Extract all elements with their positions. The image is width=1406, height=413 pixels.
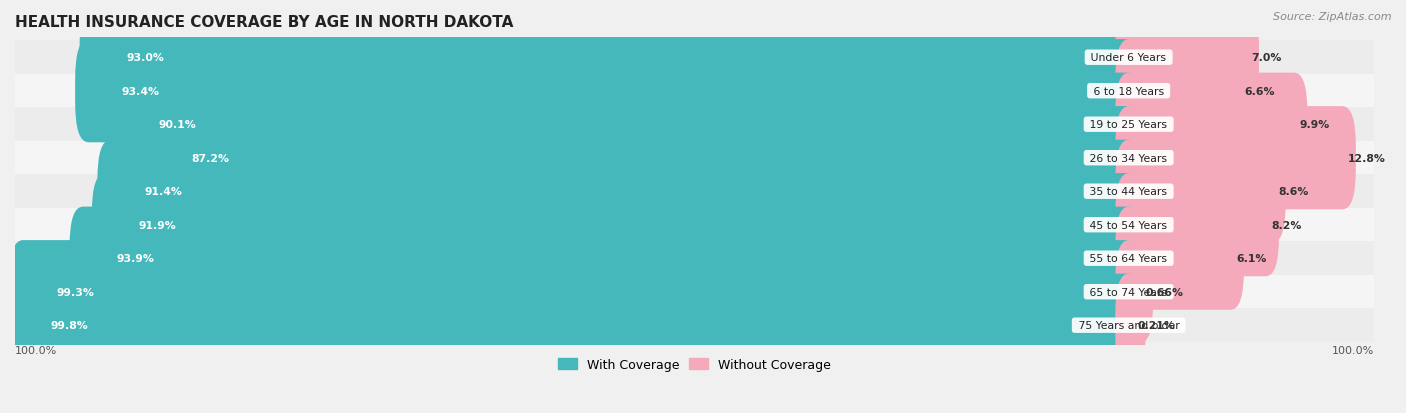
Text: 99.8%: 99.8% [51,320,89,330]
FancyBboxPatch shape [4,274,1142,377]
Text: 8.6%: 8.6% [1278,187,1308,197]
FancyBboxPatch shape [1115,240,1153,344]
Text: Under 6 Years: Under 6 Years [1087,53,1170,63]
Bar [15,242,1374,275]
Text: 0.21%: 0.21% [1137,320,1175,330]
Bar [15,209,1374,242]
Text: HEALTH INSURANCE COVERAGE BY AGE IN NORTH DAKOTA: HEALTH INSURANCE COVERAGE BY AGE IN NORT… [15,15,513,30]
FancyBboxPatch shape [97,140,1142,243]
Text: 35 to 44 Years: 35 to 44 Years [1087,187,1171,197]
Text: 6 to 18 Years: 6 to 18 Years [1090,86,1167,97]
Text: 93.4%: 93.4% [122,86,160,97]
Text: Source: ZipAtlas.com: Source: ZipAtlas.com [1274,12,1392,22]
FancyBboxPatch shape [1115,174,1279,277]
Text: 26 to 34 Years: 26 to 34 Years [1087,153,1171,163]
FancyBboxPatch shape [69,207,1142,310]
FancyBboxPatch shape [1115,274,1146,377]
Text: 9.9%: 9.9% [1299,120,1330,130]
Text: 7.0%: 7.0% [1251,53,1281,63]
FancyBboxPatch shape [91,174,1142,277]
Bar [15,142,1374,175]
Bar [15,275,1374,309]
Text: 75 Years and older: 75 Years and older [1074,320,1182,330]
FancyBboxPatch shape [1115,107,1355,210]
FancyBboxPatch shape [75,40,1142,143]
FancyBboxPatch shape [112,74,1142,176]
Text: 100.0%: 100.0% [15,345,58,356]
FancyBboxPatch shape [145,107,1142,210]
Text: 93.0%: 93.0% [127,53,165,63]
Text: 91.4%: 91.4% [145,187,181,197]
Text: 65 to 74 Years: 65 to 74 Years [1087,287,1171,297]
Text: 87.2%: 87.2% [191,153,229,163]
Text: 6.6%: 6.6% [1244,86,1275,97]
FancyBboxPatch shape [80,7,1142,109]
Bar [15,309,1374,342]
Text: 100.0%: 100.0% [1331,345,1374,356]
Text: 93.9%: 93.9% [117,254,155,263]
FancyBboxPatch shape [10,240,1142,344]
Text: 55 to 64 Years: 55 to 64 Years [1087,254,1171,263]
Bar [15,108,1374,142]
FancyBboxPatch shape [1115,40,1253,143]
FancyBboxPatch shape [1115,140,1285,243]
Text: 0.66%: 0.66% [1146,287,1184,297]
Text: 6.1%: 6.1% [1236,254,1267,263]
Bar [15,75,1374,108]
FancyBboxPatch shape [1115,74,1308,176]
FancyBboxPatch shape [1115,207,1244,310]
FancyBboxPatch shape [1115,7,1258,109]
Legend: With Coverage, Without Coverage: With Coverage, Without Coverage [553,353,835,376]
Bar [15,175,1374,209]
Text: 90.1%: 90.1% [159,120,197,130]
Bar [15,41,1374,75]
Text: 8.2%: 8.2% [1271,220,1302,230]
Text: 45 to 54 Years: 45 to 54 Years [1087,220,1171,230]
Text: 19 to 25 Years: 19 to 25 Years [1087,120,1171,130]
Text: 91.9%: 91.9% [139,220,176,230]
Text: 12.8%: 12.8% [1348,153,1386,163]
Text: 99.3%: 99.3% [56,287,94,297]
